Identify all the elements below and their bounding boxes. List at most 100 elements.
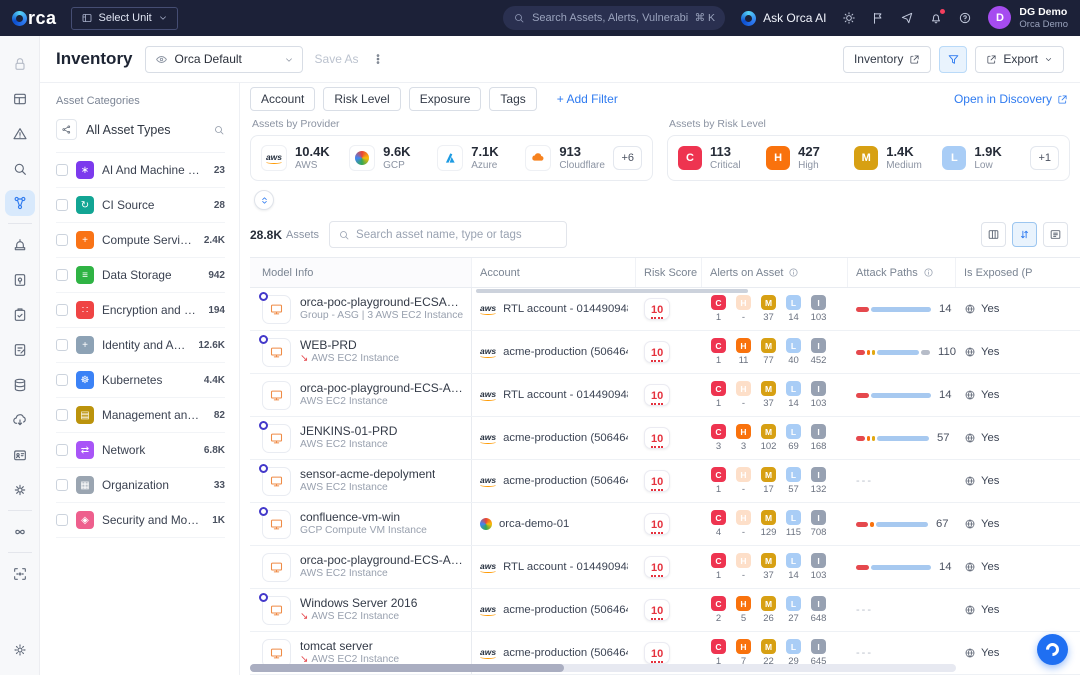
table-row[interactable]: confluence-vm-win GCP Compute VM Instance… — [250, 503, 1080, 546]
help-icon[interactable] — [958, 11, 972, 25]
risk-overflow-chip[interactable]: +1 — [1030, 146, 1059, 170]
orca-ai-floating-button[interactable] — [1037, 634, 1068, 665]
category-checkbox[interactable] — [56, 304, 68, 316]
filter-chip-exposure[interactable]: Exposure — [408, 87, 482, 111]
risk-score-badge[interactable]: 10 — [644, 470, 671, 492]
rail-settings-icon[interactable] — [0, 632, 40, 667]
rail-detections-icon[interactable] — [0, 227, 40, 262]
column-header-account[interactable]: Account — [472, 258, 636, 287]
row-density-button[interactable] — [1043, 222, 1068, 247]
providers-overflow-chip[interactable]: +6 — [613, 146, 642, 170]
column-header-model-info[interactable]: Model Info — [250, 258, 472, 287]
column-header-alerts-on-asset[interactable]: Alerts on Asset — [702, 258, 848, 287]
category-item[interactable]: ◈ Security and Monitoring 1K — [56, 503, 225, 538]
horizontal-scrollbar[interactable] — [250, 664, 564, 672]
global-search-input[interactable] — [532, 12, 688, 24]
category-checkbox[interactable] — [56, 269, 68, 281]
category-checkbox[interactable] — [56, 234, 68, 246]
all-asset-types-item[interactable]: All Asset Types — [56, 119, 225, 153]
risk-score-badge[interactable]: 10 — [644, 341, 671, 363]
table-row[interactable]: Windows Server 2016 ↘ AWS EC2 Instance aws a… — [250, 589, 1080, 632]
select-unit-dropdown[interactable]: Select Unit — [70, 6, 178, 30]
collapse-summary-toggle[interactable] — [254, 190, 274, 210]
save-as-button[interactable]: Save As — [314, 52, 359, 66]
more-options-icon[interactable] — [371, 52, 385, 66]
category-checkbox[interactable] — [56, 339, 68, 351]
risk-score-badge[interactable]: 10 — [644, 384, 671, 406]
view-selector-dropdown[interactable]: Orca Default — [144, 45, 303, 73]
rail-pipeline-icon[interactable] — [0, 514, 40, 549]
category-item[interactable]: ↻ CI Source 28 — [56, 188, 225, 223]
category-checkbox[interactable] — [56, 514, 68, 526]
export-button[interactable]: Export — [975, 45, 1064, 73]
risk-tile-low[interactable]: L 1.9K Low — [942, 144, 1026, 171]
sort-button[interactable] — [1012, 222, 1037, 247]
category-item[interactable]: ⇄ Network 6.8K — [56, 433, 225, 468]
rail-alerts-icon[interactable] — [0, 116, 40, 151]
risk-score-badge[interactable]: 10 — [644, 556, 671, 578]
risk-score-badge[interactable]: 10 — [644, 427, 671, 449]
inventory-link-button[interactable]: Inventory — [842, 45, 932, 73]
risk-tile-critical[interactable]: C 113 Critical — [678, 144, 762, 171]
provider-tile-cloudflare[interactable]: 913 Cloudflare — [525, 144, 609, 171]
table-row[interactable]: orca-poc-playground-ECS-ASG AWS EC2 Insta… — [250, 374, 1080, 417]
table-row[interactable]: orca-poc-playground-ECS-ASG AWS EC2 Insta… — [250, 546, 1080, 589]
category-checkbox[interactable] — [56, 444, 68, 456]
category-item[interactable]: ∷ Encryption and Secrets 194 — [56, 293, 225, 328]
risk-score-badge[interactable]: 10 — [644, 599, 671, 621]
column-header-attack-paths[interactable]: Attack Paths — [848, 258, 956, 287]
rail-inventory-icon[interactable] — [4, 190, 35, 216]
asset-search[interactable] — [329, 221, 568, 248]
rail-search-icon[interactable] — [0, 151, 40, 186]
category-item[interactable]: ▦ Organization 33 — [56, 468, 225, 503]
risk-tile-high[interactable]: H 427 High — [766, 144, 850, 171]
risk-score-badge[interactable]: 10 — [644, 642, 671, 664]
rail-vault-icon[interactable] — [0, 262, 40, 297]
table-row[interactable]: WEB-PRD ↘ AWS EC2 Instance aws acme-producti… — [250, 331, 1080, 374]
ask-orca-ai-button[interactable]: Ask Orca AI — [741, 10, 826, 26]
filter-button[interactable] — [939, 45, 968, 73]
category-checkbox[interactable] — [56, 374, 68, 386]
rail-attack-surface-icon[interactable] — [0, 556, 40, 591]
risk-tile-medium[interactable]: M 1.4K Medium — [854, 144, 938, 171]
table-row[interactable]: sensor-acme-depolyment AWS EC2 Instance aw… — [250, 460, 1080, 503]
theme-toggle-icon[interactable] — [842, 11, 856, 25]
asset-search-input[interactable] — [356, 228, 559, 241]
category-item[interactable]: ☸ Kubernetes 4.4K — [56, 363, 225, 398]
provider-tile-azure[interactable]: 7.1K Azure — [437, 144, 521, 171]
rail-remediation-icon[interactable] — [0, 332, 40, 367]
category-item[interactable]: ▤ Management and Govern... 82 — [56, 398, 225, 433]
category-item[interactable]: + Identity and Access 12.6K — [56, 328, 225, 363]
risk-score-badge[interactable]: 10 — [644, 298, 671, 320]
rail-compliance-icon[interactable] — [0, 297, 40, 332]
rail-data-security-icon[interactable] — [0, 367, 40, 402]
provider-tile-gcp[interactable]: 9.6K GCP — [349, 144, 433, 171]
rail-cloud-scan-icon[interactable] — [0, 402, 40, 437]
global-search[interactable]: ⌘ K — [503, 6, 726, 30]
add-filter-button[interactable]: + Add Filter — [556, 92, 618, 106]
table-row[interactable]: JENKINS-01-PRD AWS EC2 Instance aws acme-pr… — [250, 417, 1080, 460]
announcements-icon[interactable] — [900, 11, 914, 25]
category-item[interactable]: + Compute Services 2.4K — [56, 223, 225, 258]
category-item[interactable]: ∗ AI And Machine Learning 23 — [56, 153, 225, 188]
horizontal-scrollbar-top[interactable] — [476, 289, 748, 293]
filter-chip-risk-level[interactable]: Risk Level — [323, 87, 401, 111]
table-row[interactable]: orca-poc-playground-ECSAutoScaling...Gro… — [250, 288, 1080, 331]
category-checkbox[interactable] — [56, 409, 68, 421]
category-search-icon[interactable] — [213, 124, 225, 136]
filter-chip-account[interactable]: Account — [250, 87, 316, 111]
provider-tile-aws[interactable]: aws 10.4K AWS — [261, 144, 345, 171]
category-checkbox[interactable] — [56, 199, 68, 211]
rail-dashboard-icon[interactable] — [0, 81, 40, 116]
rail-kubernetes-icon[interactable] — [0, 472, 40, 507]
notifications-bell-icon[interactable] — [929, 9, 946, 25]
risk-score-badge[interactable]: 10 — [644, 513, 671, 535]
manage-columns-button[interactable] — [981, 222, 1006, 247]
user-menu[interactable]: D DG Demo Orca Demo — [988, 6, 1068, 30]
rail-identity-card-icon[interactable] — [0, 437, 40, 472]
rail-lock-icon[interactable] — [0, 46, 40, 81]
category-checkbox[interactable] — [56, 164, 68, 176]
orca-logo[interactable]: rca — [12, 8, 57, 29]
filter-chip-tags[interactable]: Tags — [489, 87, 537, 111]
column-header-risk-score[interactable]: Risk Score — [636, 258, 702, 287]
